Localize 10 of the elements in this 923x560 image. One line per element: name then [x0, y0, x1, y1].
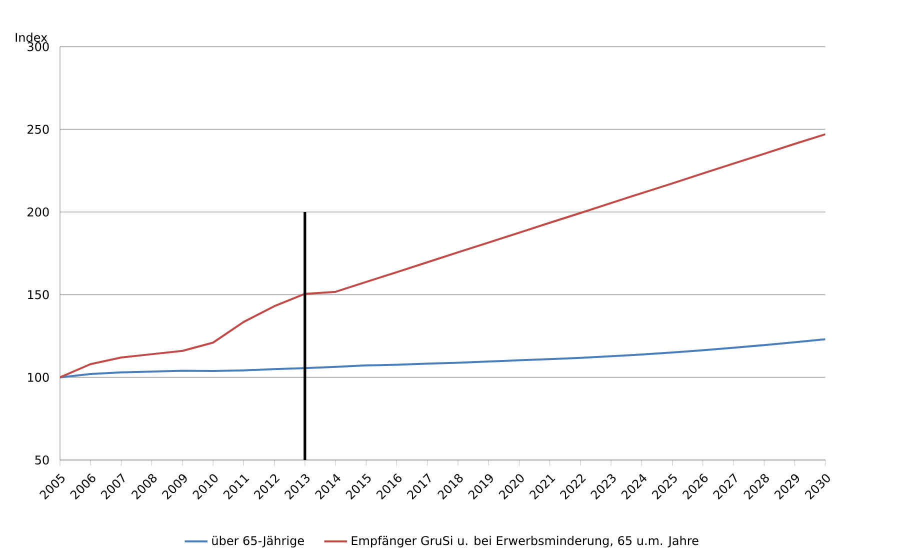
legend-label: Empfänger GruSi u. bei Erwerbsminderung, 65 u.m. Jahre	[352, 536, 698, 548]
y-tick-label: 250	[28, 124, 49, 134]
legend-label: über 65-Jährige	[212, 536, 304, 548]
y-tick-label: 150	[28, 290, 49, 300]
y-tick-label: 50	[35, 455, 49, 465]
y-tick-label: 200	[28, 207, 49, 217]
y-tick-label: 300	[28, 42, 49, 52]
y-axis-title: Index	[16, 32, 48, 42]
y-tick-label: 100	[28, 372, 49, 382]
line-series	[60, 133, 826, 378]
